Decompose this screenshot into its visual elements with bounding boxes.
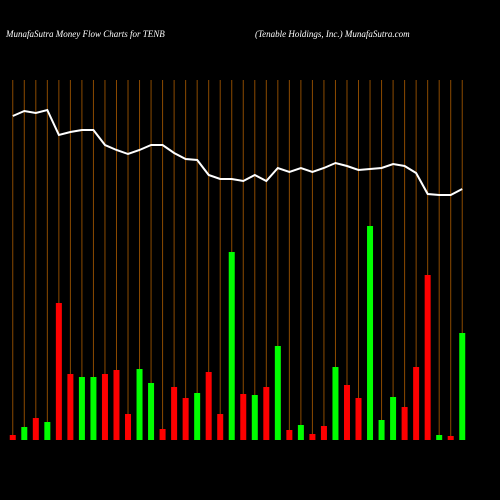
- chart-title: MunafaSutra Money Flow Charts for TENB: [5, 29, 165, 39]
- bar: [90, 377, 97, 440]
- bar: [113, 370, 120, 440]
- bar: [67, 374, 74, 440]
- bar: [390, 397, 397, 440]
- bar: [459, 333, 466, 440]
- bar: [309, 434, 316, 440]
- bar: [297, 425, 304, 440]
- bar: [286, 430, 293, 440]
- bar: [194, 393, 201, 440]
- bar: [355, 398, 362, 440]
- bar: [182, 398, 189, 440]
- bar: [55, 303, 62, 440]
- bar: [332, 367, 339, 440]
- bar: [205, 372, 212, 440]
- bar: [320, 426, 327, 440]
- bar: [378, 420, 385, 440]
- bar: [44, 422, 51, 440]
- bar: [148, 383, 155, 440]
- chart-subtitle: (Tenable Holdings, Inc.) MunafaSutra.com: [255, 29, 410, 39]
- money-flow-line: [12, 108, 463, 196]
- bar: [228, 252, 235, 440]
- bar: [217, 414, 224, 440]
- bar: [424, 275, 431, 440]
- bar: [32, 418, 39, 440]
- bar: [263, 387, 270, 440]
- bar: [413, 367, 420, 440]
- bar: [240, 394, 247, 440]
- bar: [21, 427, 28, 440]
- bar: [436, 435, 443, 440]
- bar: [171, 387, 178, 440]
- bar: [447, 436, 454, 440]
- bar: [125, 414, 132, 440]
- bar: [78, 377, 85, 440]
- bar: [159, 429, 166, 440]
- bar: [274, 346, 281, 440]
- bar: [401, 407, 408, 440]
- bar: [343, 385, 350, 440]
- bar: [367, 226, 374, 440]
- bar: [101, 374, 108, 440]
- bar: [9, 435, 16, 440]
- bar: [136, 369, 143, 440]
- bar: [251, 395, 258, 440]
